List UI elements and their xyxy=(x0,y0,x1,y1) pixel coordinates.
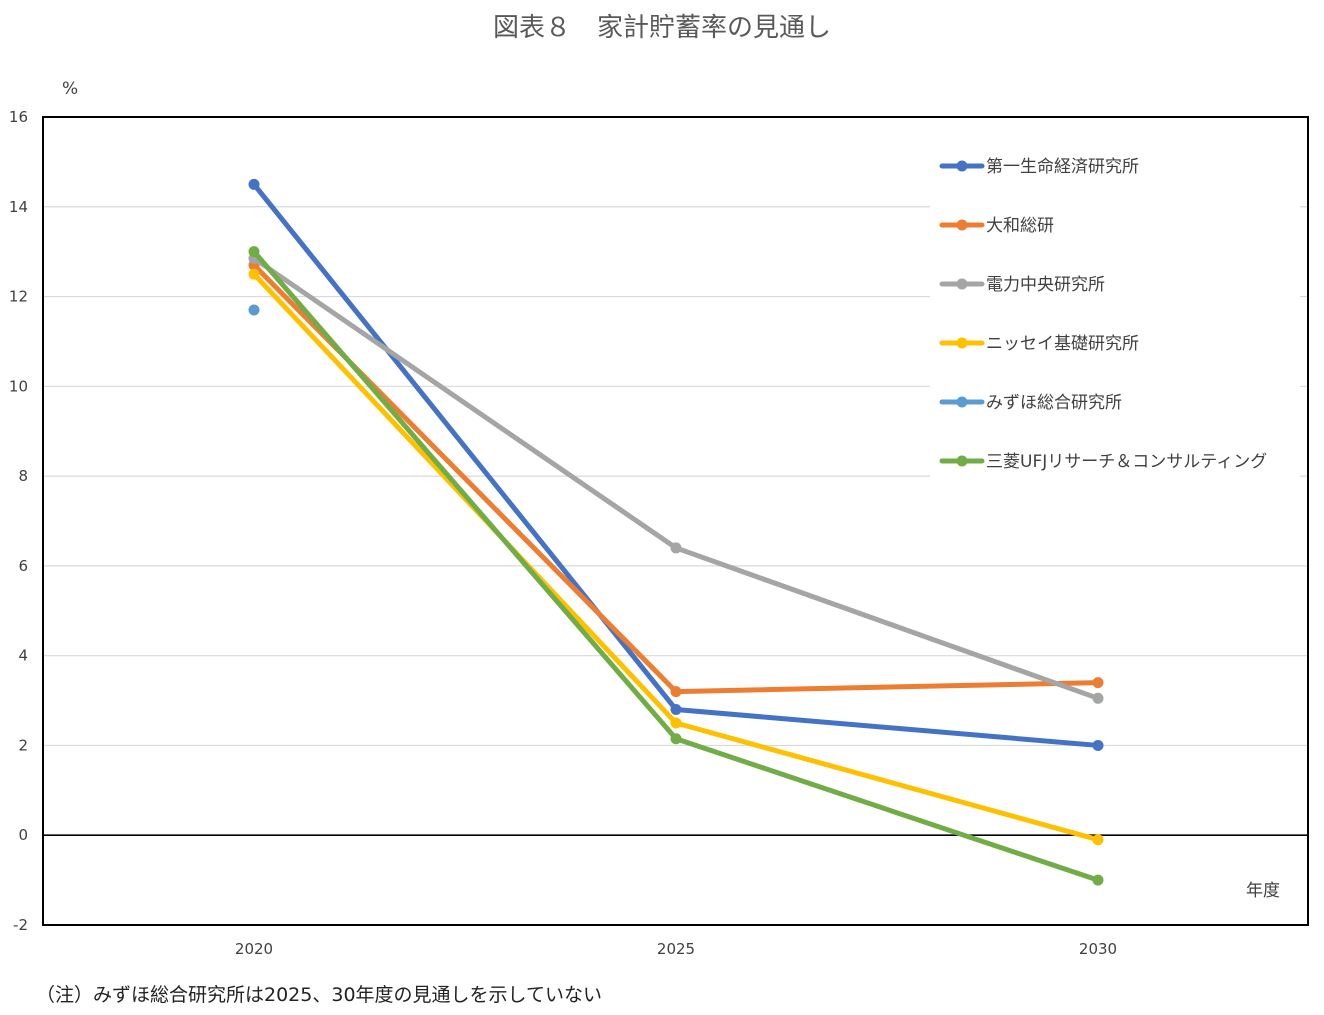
series-group xyxy=(248,178,1104,886)
y-tick-label: 2 xyxy=(18,736,28,754)
data-point-series-6 xyxy=(248,246,260,258)
y-tick-label: -2 xyxy=(13,916,28,934)
data-point-series-3 xyxy=(670,542,682,554)
legend-swatch-marker xyxy=(956,337,968,349)
data-point-series-4 xyxy=(1092,834,1104,846)
data-point-series-3 xyxy=(1092,692,1104,704)
data-point-series-1 xyxy=(248,178,260,190)
legend-swatch-marker xyxy=(956,160,968,172)
data-point-series-2 xyxy=(670,686,682,698)
legend-background xyxy=(930,140,1300,478)
legend-swatch-marker xyxy=(956,219,968,231)
y-tick-label: 12 xyxy=(9,288,28,306)
y-tick-label: 0 xyxy=(18,826,28,844)
data-point-series-2 xyxy=(1092,677,1104,689)
data-point-series-1 xyxy=(1092,739,1104,751)
legend-swatch-marker xyxy=(956,278,968,290)
data-point-series-5 xyxy=(248,304,260,316)
y-axis-unit: % xyxy=(62,79,78,99)
data-point-series-1 xyxy=(670,704,682,716)
legend-label: 大和総研 xyxy=(986,216,1054,236)
y-tick-label: 6 xyxy=(18,557,28,575)
x-tick-label: 2020 xyxy=(235,940,273,958)
gridlines xyxy=(43,206,1308,837)
legend-label: ニッセイ基礎研究所 xyxy=(986,334,1139,354)
y-tick-label: 16 xyxy=(9,108,28,126)
data-point-series-4 xyxy=(670,717,682,729)
y-tick-label: 14 xyxy=(9,198,28,216)
x-tick-label: 2025 xyxy=(657,940,695,958)
data-point-series-4 xyxy=(248,268,260,280)
x-axis-label: 年度 xyxy=(1246,881,1280,901)
plot-area xyxy=(42,116,1309,926)
x-axis-ticks: 2020 2025 2030 xyxy=(235,940,1117,958)
legend-label: 三菱UFJリサーチ＆コンサルティング xyxy=(986,452,1267,472)
legend-swatch-marker xyxy=(956,396,968,408)
legend-label: みずほ総合研究所 xyxy=(986,393,1122,413)
legend: 第一生命経済研究所大和総研電力中央研究所ニッセイ基礎研究所みずほ総合研究所三菱U… xyxy=(939,157,1267,472)
footnote: （注）みずほ総合研究所は2025、30年度の見通しを示していない xyxy=(36,984,602,1006)
y-tick-label: 4 xyxy=(18,647,28,665)
y-axis-ticks: 16 14 12 10 8 6 4 2 0 -2 xyxy=(9,108,28,934)
legend-label: 第一生命経済研究所 xyxy=(986,157,1139,177)
y-tick-label: 8 xyxy=(18,467,28,485)
data-point-series-6 xyxy=(1092,874,1104,886)
chart: 図表８ 家計貯蓄率の見通し % 16 14 12 10 8 6 4 2 0 -2 2020 2025… xyxy=(9,13,1309,958)
x-tick-label: 2030 xyxy=(1079,940,1117,958)
legend-label: 電力中央研究所 xyxy=(986,275,1105,295)
legend-swatch-marker xyxy=(956,455,968,467)
data-point-series-6 xyxy=(670,733,682,745)
chart-title: 図表８ 家計貯蓄率の見通し xyxy=(493,13,831,43)
y-tick-label: 10 xyxy=(9,377,28,395)
